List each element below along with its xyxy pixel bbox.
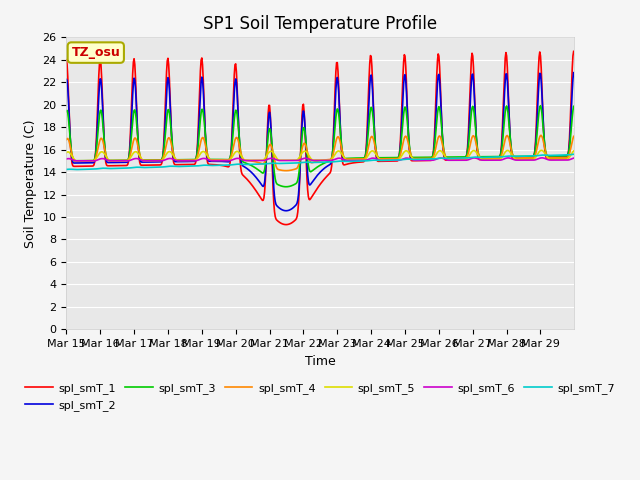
Line: spl_smT_2: spl_smT_2 [67,72,573,211]
Line: spl_smT_3: spl_smT_3 [67,106,573,187]
Y-axis label: Soil Temperature (C): Soil Temperature (C) [24,119,37,248]
Line: spl_smT_5: spl_smT_5 [67,150,573,161]
Line: spl_smT_1: spl_smT_1 [67,51,573,225]
Line: spl_smT_6: spl_smT_6 [67,158,573,161]
Title: SP1 Soil Temperature Profile: SP1 Soil Temperature Profile [203,15,437,33]
Text: TZ_osu: TZ_osu [72,46,120,59]
Line: spl_smT_4: spl_smT_4 [67,135,573,171]
Legend: spl_smT_1, spl_smT_2, spl_smT_3, spl_smT_4, spl_smT_5, spl_smT_6, spl_smT_7: spl_smT_1, spl_smT_2, spl_smT_3, spl_smT… [20,379,620,415]
X-axis label: Time: Time [305,355,335,368]
Line: spl_smT_7: spl_smT_7 [67,154,573,169]
